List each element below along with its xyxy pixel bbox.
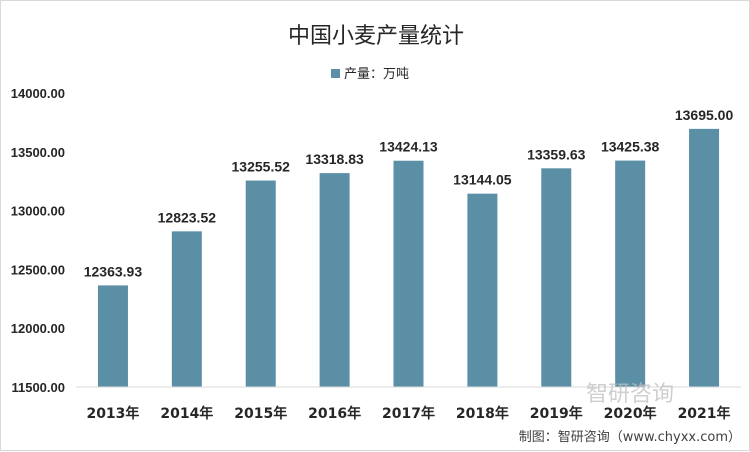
x-tick-label: 2017年 [382, 405, 435, 422]
x-tick-label: 2013年 [86, 405, 139, 422]
bar [319, 173, 350, 387]
bar [97, 285, 128, 387]
credit-text: 制图：智研咨询（www.chyxx.com） [519, 430, 741, 445]
x-tick-label: 2014年 [160, 405, 213, 422]
data-label: 13425.38 [601, 139, 660, 155]
y-tick-label: 12500.00 [11, 262, 65, 277]
bar [689, 128, 720, 388]
data-label: 13695.00 [675, 107, 734, 123]
y-tick-label: 13000.00 [11, 204, 65, 219]
data-labels: 12363.93 12823.52 13255.52 13318.83 13424.13… [84, 107, 734, 280]
bar [245, 180, 276, 387]
bars [97, 128, 720, 388]
legend-swatch [331, 69, 340, 78]
data-label: 13359.63 [527, 146, 586, 162]
x-tick-label: 2016年 [308, 405, 361, 422]
data-label: 13144.05 [453, 172, 512, 188]
y-tick-label: 11500.00 [11, 380, 65, 395]
data-label: 12363.93 [84, 263, 143, 279]
x-tick-label: 2015年 [234, 405, 287, 422]
data-label: 13255.52 [232, 159, 291, 175]
bar [393, 160, 424, 387]
x-tick-label: 2019年 [530, 405, 583, 422]
bar [541, 168, 572, 387]
y-axis: 11500.00 12000.00 12500.00 13000.00 13500.00… [11, 86, 65, 395]
x-tick-label: 2021年 [678, 405, 731, 422]
legend: 产量：万吨 [331, 67, 409, 82]
bar [171, 231, 202, 387]
x-axis: 2013年 2014年 2015年 2016年 2017年 2018年 2019年 2020年… [86, 405, 730, 422]
data-label: 13318.83 [305, 151, 364, 167]
legend-label: 产量：万吨 [344, 67, 409, 82]
x-tick-label: 2018年 [456, 405, 509, 422]
x-tick-label: 2020年 [604, 405, 657, 422]
y-tick-label: 12000.00 [11, 321, 65, 336]
bar [467, 193, 498, 387]
y-tick-label: 14000.00 [11, 86, 65, 101]
y-tick-label: 13500.00 [11, 145, 65, 160]
chart-title: 中国小麦产量统计 [288, 24, 464, 49]
data-label: 12823.52 [158, 209, 217, 225]
data-label: 13424.13 [379, 139, 438, 155]
bar [615, 160, 646, 387]
watermark: 智研咨询 [586, 382, 674, 407]
